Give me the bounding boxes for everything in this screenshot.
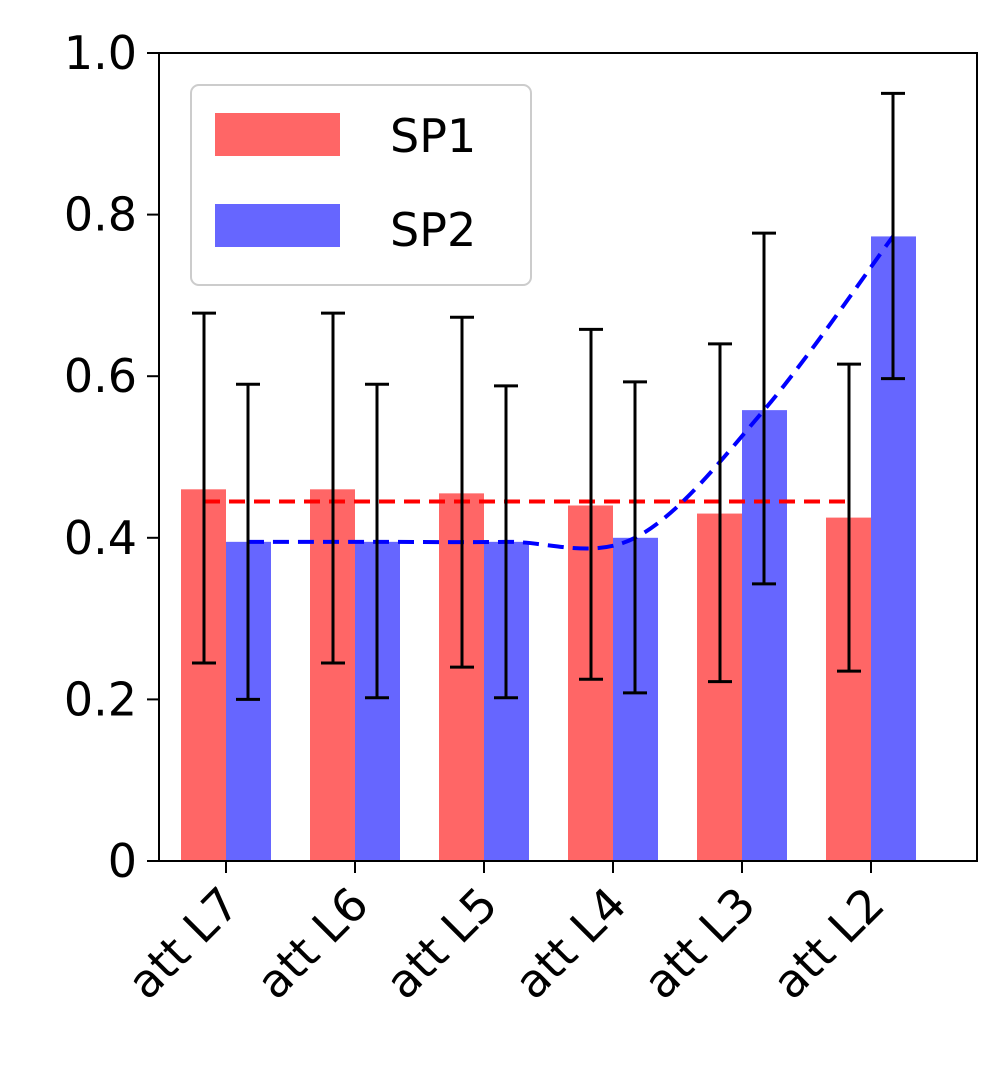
error-bar-sp2-6 [881,91,905,381]
y-tick-label: 0.2 [64,672,137,726]
error-bar-sp2-2 [365,382,389,700]
error-bar-sp2-1 [236,382,260,701]
legend-label-sp1: SP1 [390,109,476,163]
legend-swatch-sp1 [215,113,340,156]
error-bar-sp1-3 [450,315,474,669]
legend: SP1 SP2 [190,84,532,286]
x-tick-label: att L6 [246,877,379,1010]
trend-lines-layer [204,235,895,551]
bars-layer [181,236,916,861]
error-bar-sp1-4 [579,327,603,681]
error-bar-sp1-6 [837,362,861,673]
y-tick-label: 0.4 [64,511,137,565]
y-tick-label: 0.6 [64,349,137,403]
error-bar-sp2-4 [623,380,647,695]
y-axis: 0 0.2 0.4 0.6 0.8 1.0 [64,26,159,888]
error-bar-sp2-5 [752,231,776,586]
plot-frame [158,52,978,862]
x-tick-label: att L7 [117,877,250,1010]
error-bar-sp1-2 [321,311,345,665]
error-bar-sp1-1 [192,311,216,665]
error-bars-layer [192,91,905,701]
legend-label-sp2: SP2 [390,203,476,257]
x-tick-label: att L2 [762,877,895,1010]
y-tick-label: 0 [108,834,137,888]
y-tick-label: 1.0 [64,26,137,80]
error-bar-sp2-3 [494,384,518,700]
error-bar-sp1-5 [708,342,732,684]
y-tick-label: 0.8 [64,188,137,242]
x-tick-label: att L3 [633,877,766,1010]
x-tick-label: att L4 [504,877,637,1010]
x-tick-label: att L5 [375,877,508,1010]
legend-swatch-sp2 [215,204,340,247]
